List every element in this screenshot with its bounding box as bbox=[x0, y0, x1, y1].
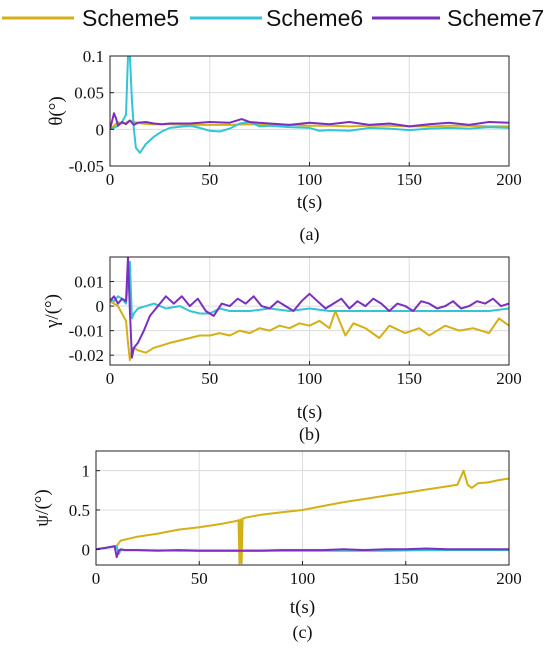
x-tick-label: 100 bbox=[290, 569, 316, 588]
legend-label-scheme6: Scheme6 bbox=[266, 5, 363, 31]
x-tick-label: 150 bbox=[397, 170, 423, 189]
panel-label: (a) bbox=[300, 224, 320, 245]
x-tick-label: 100 bbox=[297, 170, 323, 189]
x-tick-label: 150 bbox=[397, 369, 423, 388]
x-axis-label: t(s) bbox=[297, 402, 322, 423]
x-tick-label: 100 bbox=[297, 369, 323, 388]
x-tick-label: 50 bbox=[201, 170, 218, 189]
x-tick-label: 200 bbox=[496, 369, 522, 388]
y-axis-label: γ/(°) bbox=[42, 294, 63, 329]
y-tick-label: 0 bbox=[96, 120, 105, 139]
x-axis-label: t(s) bbox=[290, 597, 315, 618]
series-line-scheme6 bbox=[110, 56, 509, 154]
y-tick-label: -0.05 bbox=[69, 157, 104, 176]
panel-b: 0 50 100 150 200 -0.02 -0.01 0 0.01 t(s) γ/(°) (… bbox=[42, 256, 522, 445]
y-tick-label: -0.02 bbox=[69, 346, 104, 365]
x-tick-label: 0 bbox=[106, 170, 115, 189]
x-tick-label: 0 bbox=[92, 569, 101, 588]
y-axis-label: ψ/(°) bbox=[32, 489, 53, 526]
y-tick-label: -0.01 bbox=[69, 322, 104, 341]
y-tick-label: 0.05 bbox=[74, 84, 104, 103]
x-tick-label: 200 bbox=[496, 170, 522, 189]
x-tick-label: 0 bbox=[106, 369, 115, 388]
y-tick-label: 0.01 bbox=[74, 273, 104, 292]
y-tick-label: 0.5 bbox=[69, 501, 90, 520]
series-line-scheme7 bbox=[110, 112, 509, 130]
y-tick-label: 1 bbox=[82, 462, 91, 481]
panel-label: (c) bbox=[293, 622, 313, 643]
x-tick-label: 50 bbox=[201, 369, 218, 388]
y-tick-label: 0.1 bbox=[83, 47, 104, 66]
legend-label-scheme5: Scheme5 bbox=[82, 5, 179, 31]
series-line-scheme7 bbox=[110, 257, 509, 359]
legend: Scheme5 Scheme6 Scheme7 bbox=[2, 5, 544, 31]
x-tick-label: 200 bbox=[496, 569, 522, 588]
series-line-scheme7 bbox=[96, 545, 509, 559]
x-tick-label: 150 bbox=[393, 569, 419, 588]
panel-label: (b) bbox=[299, 424, 320, 445]
series-line-scheme6 bbox=[110, 260, 509, 320]
panel-c: 0 50 100 150 200 0 0.5 1 t(s) ψ/(°) (c) bbox=[32, 450, 522, 643]
y-axis-label: θ(°) bbox=[46, 96, 67, 125]
x-axis-label: t(s) bbox=[297, 192, 322, 213]
y-tick-label: 0 bbox=[96, 297, 105, 316]
x-tick-label: 50 bbox=[191, 569, 208, 588]
legend-label-scheme7: Scheme7 bbox=[447, 5, 544, 31]
y-tick-label: 0 bbox=[82, 540, 91, 559]
series-line-scheme5 bbox=[96, 469, 509, 565]
